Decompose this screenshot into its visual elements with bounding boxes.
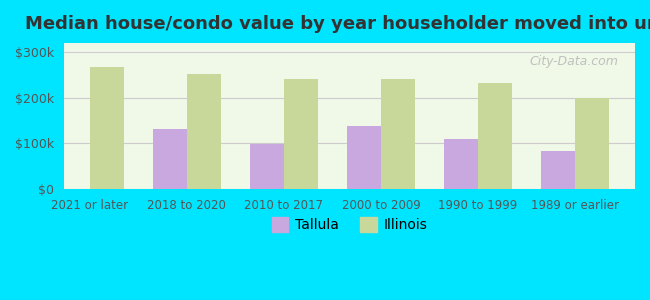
Legend: Tallula, Illinois: Tallula, Illinois bbox=[266, 212, 433, 238]
Bar bbox=[541, 151, 575, 189]
Bar bbox=[153, 129, 187, 189]
Text: City-Data.com: City-Data.com bbox=[529, 55, 618, 68]
Bar bbox=[478, 83, 512, 189]
Bar bbox=[187, 74, 221, 189]
Bar bbox=[90, 67, 124, 189]
Bar bbox=[250, 144, 284, 189]
Bar bbox=[575, 98, 609, 189]
Title: Median house/condo value by year householder moved into unit: Median house/condo value by year househo… bbox=[25, 15, 650, 33]
Bar bbox=[444, 139, 478, 189]
Bar bbox=[347, 126, 381, 189]
Bar bbox=[284, 79, 318, 189]
Bar bbox=[381, 80, 415, 189]
